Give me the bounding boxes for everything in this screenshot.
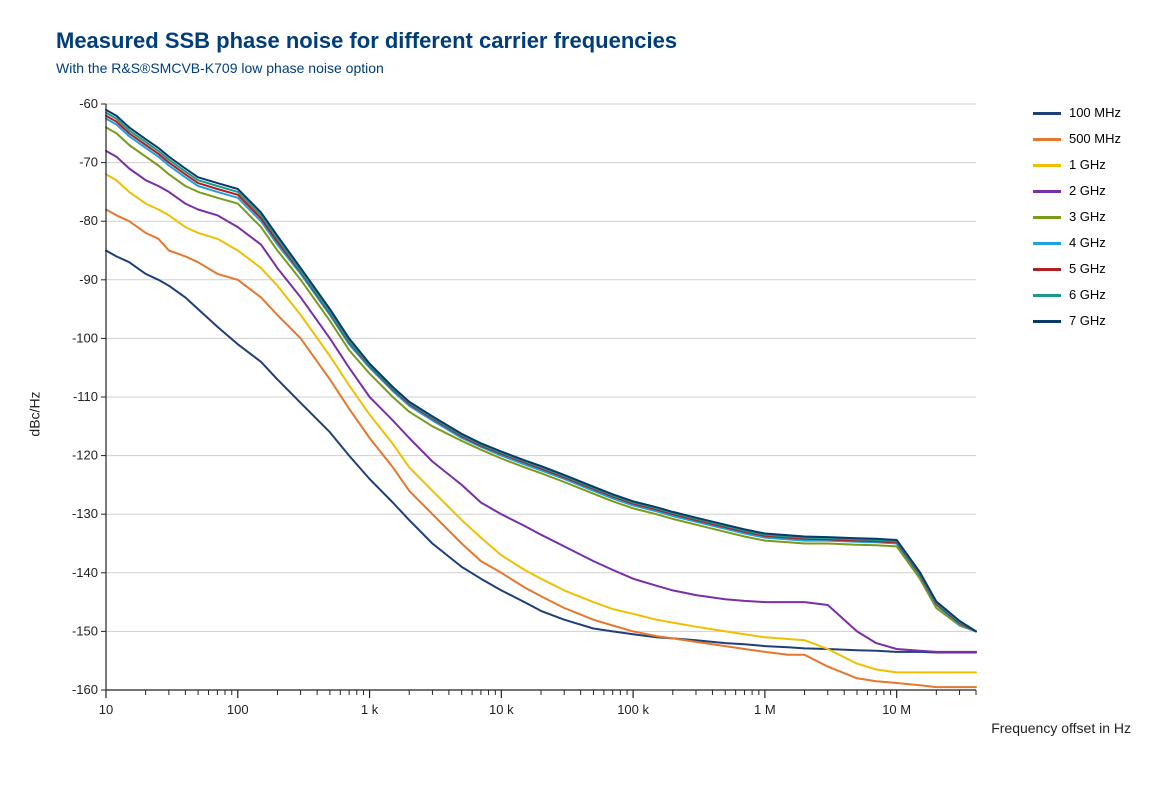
legend-label: 4 GHz	[1069, 232, 1106, 254]
line-chart-svg: -60 -70 -80 -90 -100 -110 -120 -130 -140 -150 -160…	[56, 94, 1116, 734]
legend-item: 3 GHz	[1033, 206, 1121, 228]
legend-item: 2 GHz	[1033, 180, 1121, 202]
svg-text:100: 100	[227, 702, 249, 717]
legend-label: 500 MHz	[1069, 128, 1121, 150]
legend-label: 6 GHz	[1069, 284, 1106, 306]
legend-item: 1 GHz	[1033, 154, 1121, 176]
svg-text:100 k: 100 k	[617, 702, 649, 717]
svg-text:10: 10	[99, 702, 113, 717]
svg-text:-110: -110	[73, 389, 98, 404]
svg-text:-80: -80	[79, 213, 98, 228]
y-axis-label: dBc/Hz	[27, 391, 43, 436]
svg-text:1 M: 1 M	[754, 702, 776, 717]
legend-swatch	[1033, 216, 1061, 219]
legend-swatch	[1033, 112, 1061, 115]
svg-text:-130: -130	[72, 506, 98, 521]
legend-item: 7 GHz	[1033, 310, 1121, 332]
legend-swatch	[1033, 190, 1061, 193]
legend-label: 3 GHz	[1069, 206, 1106, 228]
legend-label: 2 GHz	[1069, 180, 1106, 202]
svg-text:-120: -120	[72, 448, 98, 463]
legend-swatch	[1033, 268, 1061, 271]
svg-text:10 k: 10 k	[489, 702, 514, 717]
legend-swatch	[1033, 138, 1061, 141]
svg-text:-60: -60	[79, 96, 98, 111]
x-axis-label: Frequency offset in Hz	[991, 720, 1131, 736]
legend-label: 100 MHz	[1069, 102, 1121, 124]
chart-container: Measured SSB phase noise for different c…	[0, 0, 1171, 800]
legend-label: 7 GHz	[1069, 310, 1106, 332]
legend-item: 100 MHz	[1033, 102, 1121, 124]
chart-subtitle: With the R&S®SMCVB-K709 low phase noise …	[56, 60, 1131, 76]
legend-swatch	[1033, 164, 1061, 167]
legend-swatch	[1033, 294, 1061, 297]
plot-area: dBc/Hz -60-70-80-90-100-110-120-130-140-…	[56, 94, 1131, 734]
svg-text:1 k: 1 k	[361, 702, 379, 717]
legend-swatch	[1033, 320, 1061, 323]
legend-item: 6 GHz	[1033, 284, 1121, 306]
svg-text:-100: -100	[72, 330, 98, 345]
svg-text:-150: -150	[72, 623, 98, 638]
legend: 100 MHz 500 MHz 1 GHz 2 GHz 3 GHz 4 GHz 5 GHz 6…	[1033, 102, 1121, 336]
legend-label: 5 GHz	[1069, 258, 1106, 280]
svg-text:-160: -160	[72, 682, 98, 697]
svg-text:10 M: 10 M	[882, 702, 911, 717]
chart-title: Measured SSB phase noise for different c…	[56, 28, 1131, 54]
svg-text:-140: -140	[72, 565, 98, 580]
legend-swatch	[1033, 242, 1061, 245]
svg-text:-70: -70	[79, 155, 98, 170]
legend-item: 500 MHz	[1033, 128, 1121, 150]
legend-item: 4 GHz	[1033, 232, 1121, 254]
legend-label: 1 GHz	[1069, 154, 1106, 176]
svg-text:-90: -90	[79, 272, 98, 287]
legend-item: 5 GHz	[1033, 258, 1121, 280]
